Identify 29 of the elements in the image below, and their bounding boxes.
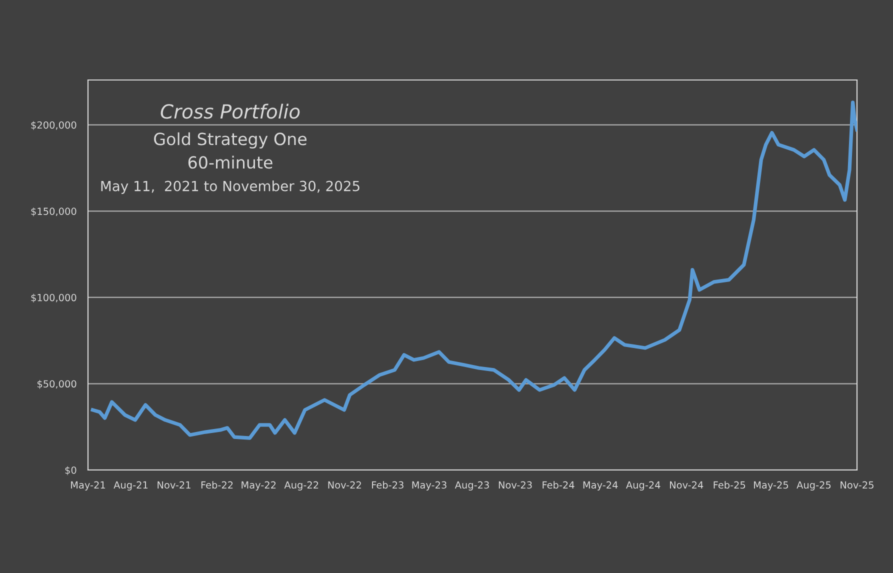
x-tick-label: May-25: [754, 481, 788, 491]
x-tick-label: Aug-25: [796, 481, 831, 491]
x-tick-label: Nov-21: [158, 481, 190, 489]
x-tick-label: Feb-25: [714, 481, 746, 489]
x-tick-label: Nov-23: [498, 481, 532, 489]
x-tick-label: May-21: [71, 481, 106, 491]
text: Cross Portfolio: [160, 104, 300, 119]
x-tick-label: May-23: [412, 481, 446, 491]
y-tick-label: $200,000: [31, 121, 76, 130]
x-tick-label: Aug-22: [284, 481, 318, 491]
x-tick-label: Aug-24: [626, 481, 660, 491]
y-tick-label: $100,000: [31, 294, 76, 303]
text: Gold Strategy One: [154, 132, 307, 149]
y-tick-label: $0: [65, 466, 76, 476]
y-tick-label: $150,000: [31, 207, 76, 216]
x-tick-label: Aug-21: [114, 481, 148, 491]
x-tick-label: Feb-22: [201, 481, 233, 489]
annotation: 60-minute: [188, 156, 272, 169]
x-tick-label: Nov-24: [670, 481, 704, 489]
x-tick-label: May-22: [242, 481, 276, 491]
x-tick-label: Nov-25: [840, 481, 874, 489]
x-tick-label: Nov-22: [328, 481, 361, 489]
y-tick-label: $50,000: [37, 380, 76, 389]
x-tick-label: May-24: [583, 481, 618, 491]
x-tick-label: Feb-24: [542, 481, 574, 489]
x-tick-label: Aug-23: [454, 481, 489, 491]
annotation: May 11, 2021 to November 30, 2025: [101, 180, 360, 194]
line-series: [90, 100, 857, 440]
x-tick-label: Feb-23: [372, 481, 404, 489]
